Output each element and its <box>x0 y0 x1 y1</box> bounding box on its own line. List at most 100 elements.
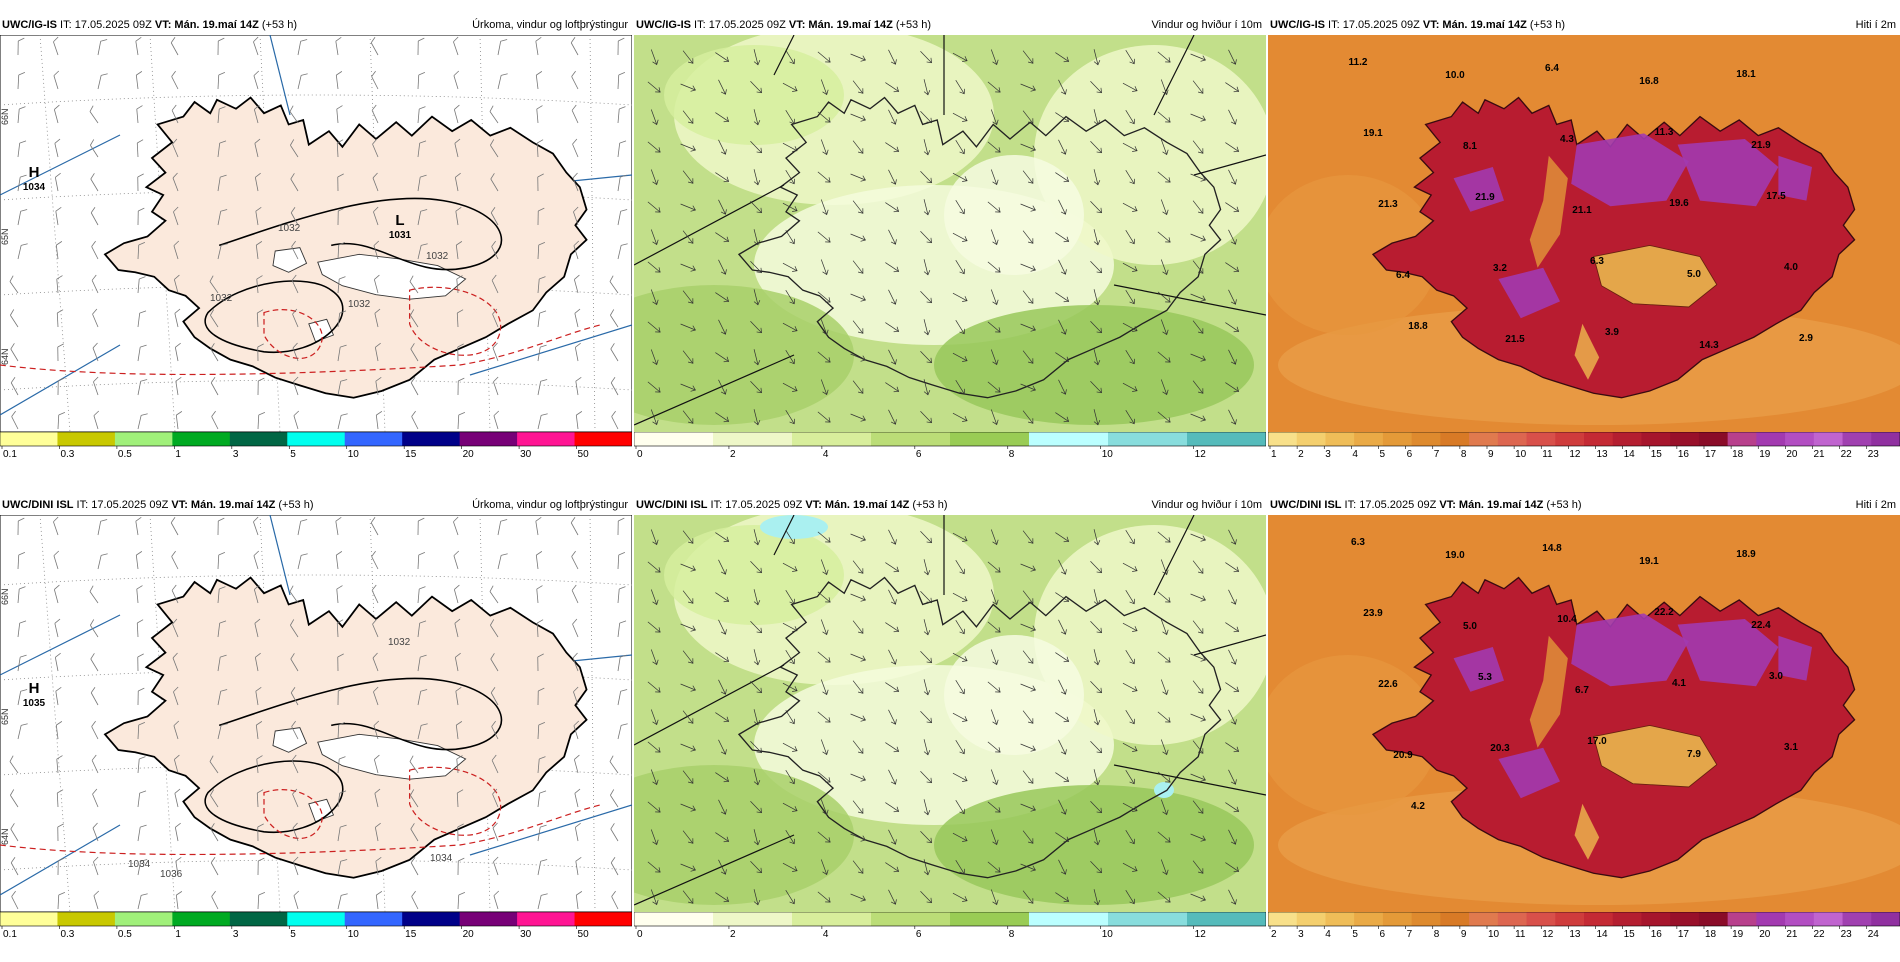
colorbar-swatch <box>1469 912 1498 926</box>
colorbar-tick-label: 20 <box>463 449 475 458</box>
lead-time: (+53 h) <box>909 499 947 511</box>
colorbar-tick-label: 6 <box>1379 929 1385 938</box>
colorbar-tick-label: 5 <box>1379 449 1385 458</box>
colorbar-tick-label: 9 <box>1461 929 1467 938</box>
lead-time: (+53 h) <box>259 19 297 31</box>
isobar-label: 1032 <box>388 637 411 648</box>
valid-time: VT: Mán. 19.maí 14Z <box>789 19 893 31</box>
colorbar-swatch <box>1527 912 1556 926</box>
colorbar-swatch <box>1325 432 1354 446</box>
colorbar-tick-label: 12 <box>1542 929 1554 938</box>
colorbar-swatch <box>1584 912 1613 926</box>
colorbar-tick-label: 1 <box>175 449 181 458</box>
colorbar-tick-label: 6 <box>1407 449 1413 458</box>
colorbar-tick-label: 12 <box>1569 449 1581 458</box>
pressure-centre-value: 1031 <box>389 230 412 241</box>
colorbar-swatch <box>1728 912 1757 926</box>
colorbar-tick-label: 23 <box>1868 449 1880 458</box>
model-name: UWC/IG-IS <box>2 19 57 31</box>
colorbar-swatch <box>1354 432 1383 446</box>
lead-time: (+53 h) <box>1543 499 1581 511</box>
colorbar-swatch <box>1670 432 1699 446</box>
colorbar-tick-label: 17 <box>1705 449 1717 458</box>
colorbar-tick-label: 21 <box>1813 449 1825 458</box>
isobar-label: 1032 <box>210 293 233 304</box>
init-time: IT: 17.05.2025 09Z <box>1342 499 1440 511</box>
colorbar-swatch <box>1187 912 1266 926</box>
temperature-value-label: 18.8 <box>1408 321 1428 332</box>
colorbar-tick-label: 18 <box>1732 449 1744 458</box>
panel-wind-bottom: UWC/DINI ISL IT: 17.05.2025 09Z VT: Mán.… <box>634 496 1266 962</box>
colorbar-tick-label: 11 <box>1515 929 1526 938</box>
colorbar-swatch <box>1412 912 1441 926</box>
temperature-map: 6.319.014.819.118.923.95.010.422.222.422… <box>1268 515 1900 912</box>
colorbar-swatch <box>345 912 403 926</box>
colorbar-tick-label: 15 <box>405 929 417 938</box>
colorbar-swatch <box>634 432 714 446</box>
temperature-value-label: 10.4 <box>1557 614 1577 625</box>
colorbar-swatch <box>1498 912 1527 926</box>
temperature-value-label: 19.1 <box>1639 556 1659 567</box>
colorbar-swatch <box>57 432 115 446</box>
colorbar-tick-label: 13 <box>1569 929 1581 938</box>
model-run-info: UWC/DINI ISL IT: 17.05.2025 09Z VT: Mán.… <box>1270 499 1582 511</box>
colorbar-swatch <box>287 432 345 446</box>
model-run-info: UWC/IG-IS IT: 17.05.2025 09Z VT: Mán. 19… <box>2 19 297 31</box>
panel-title: Úrkoma, vindur og loftþrýstingur <box>472 19 628 31</box>
colorbar-tick-label: 10 <box>348 449 360 458</box>
temperature-map: 11.210.06.416.818.119.18.14.311.321.921.… <box>1268 35 1900 432</box>
colorbar-tick-label: 14 <box>1624 449 1636 458</box>
colorbar-tick-label: 7 <box>1407 929 1413 938</box>
colorbar-tick-label: 2 <box>730 449 736 458</box>
colorbar-swatch <box>402 912 460 926</box>
colorbar-swatch <box>1555 912 1584 926</box>
model-run-info: UWC/IG-IS IT: 17.05.2025 09Z VT: Mán. 19… <box>1270 19 1565 31</box>
colorbar-tick-label: 9 <box>1488 449 1494 458</box>
temperature-value-label: 3.9 <box>1605 327 1619 338</box>
colorbar-tick-label: 18 <box>1705 929 1717 938</box>
colorbar-tick-label: 50 <box>578 449 590 458</box>
pressure-centre-value: 1034 <box>23 182 46 193</box>
colorbar-swatch <box>1613 912 1642 926</box>
colorbar-swatch <box>1555 432 1584 446</box>
colorbar-swatch <box>1613 432 1642 446</box>
temperature-value-label: 6.4 <box>1396 270 1410 281</box>
temperature-value-label: 7.9 <box>1687 749 1701 760</box>
lead-time: (+53 h) <box>893 19 931 31</box>
colorbar-swatch <box>517 912 575 926</box>
colorbar-swatch <box>172 912 230 926</box>
colorbar-swatch <box>1699 432 1728 446</box>
latitude-label: 66N <box>0 108 10 125</box>
colorbar-tick-label: 30 <box>520 929 532 938</box>
colorbar-tick-label: 22 <box>1841 449 1853 458</box>
panel-temp-top: UWC/IG-IS IT: 17.05.2025 09Z VT: Mán. 19… <box>1268 16 1900 482</box>
temperature-value-label: 10.0 <box>1445 70 1465 81</box>
colorbar-tick-label: 10 <box>1102 449 1114 458</box>
lead-time: (+53 h) <box>275 499 313 511</box>
colorbar-swatch <box>0 432 58 446</box>
colorbar-swatch <box>1297 912 1326 926</box>
colorbar-tick-label: 10 <box>1515 449 1527 458</box>
colorbar-swatch <box>1871 432 1900 446</box>
temperature-value-label: 3.0 <box>1769 671 1783 682</box>
temperature-value-label: 22.6 <box>1378 679 1398 690</box>
colorbar-swatch <box>57 912 115 926</box>
panel-title: Vindur og hviður í 10m <box>1152 19 1262 31</box>
colorbar-swatch <box>1641 432 1670 446</box>
colorbar-tick-label: 14 <box>1596 929 1608 938</box>
pressure-centre-letter: H <box>29 164 40 181</box>
colorbar-swatch <box>1354 912 1383 926</box>
colorbar-tick-label: 8 <box>1434 929 1440 938</box>
temperature-value-label: 19.1 <box>1363 128 1383 139</box>
temperature-value-label: 3.1 <box>1784 742 1798 753</box>
latitude-label: 64N <box>0 828 10 845</box>
colorbar-tick-label: 16 <box>1651 929 1663 938</box>
model-run-info: UWC/IG-IS IT: 17.05.2025 09Z VT: Mán. 19… <box>636 19 931 31</box>
temperature-value-label: 18.1 <box>1736 69 1756 80</box>
colorbar-tick-label: 8 <box>1009 929 1015 938</box>
colorbar-swatch <box>792 432 872 446</box>
latitude-label: 65N <box>0 228 10 245</box>
colorbar-swatch <box>517 432 575 446</box>
colorbar-swatch <box>460 432 518 446</box>
colorbar-swatch <box>1814 912 1843 926</box>
